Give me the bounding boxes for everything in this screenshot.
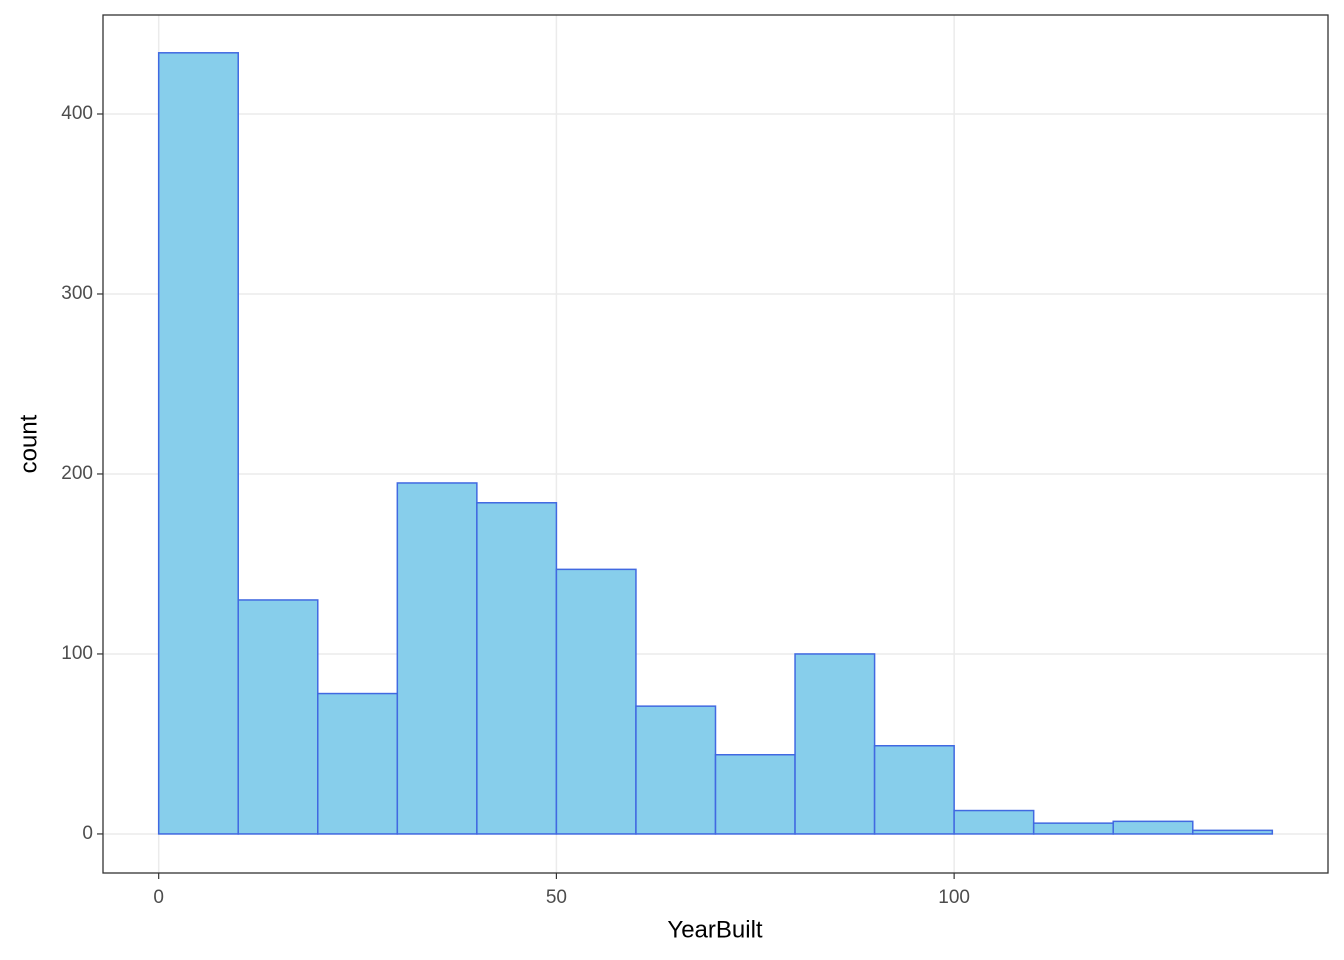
y-tick-label: 300 bbox=[61, 283, 93, 304]
bar bbox=[476, 502, 558, 835]
bar bbox=[953, 809, 1035, 835]
panel-border bbox=[102, 14, 1329, 874]
bar bbox=[1192, 829, 1274, 835]
x-tick-label: 50 bbox=[546, 887, 567, 908]
bar bbox=[157, 52, 239, 835]
y-tick-label: 100 bbox=[61, 643, 93, 664]
bar bbox=[396, 482, 478, 835]
y-tick-label: 0 bbox=[82, 823, 93, 844]
bar bbox=[1032, 822, 1114, 835]
x-axis-title: YearBuilt bbox=[667, 916, 763, 943]
x-tick-label: 100 bbox=[938, 887, 970, 908]
y-tick-label: 200 bbox=[61, 463, 93, 484]
bar bbox=[317, 692, 399, 835]
bar bbox=[635, 705, 717, 835]
bar bbox=[555, 568, 637, 835]
bar bbox=[794, 653, 876, 835]
bar bbox=[873, 744, 955, 835]
bar bbox=[714, 753, 796, 835]
bar bbox=[237, 599, 319, 835]
y-tick-label: 400 bbox=[61, 103, 93, 124]
bar bbox=[1112, 820, 1194, 835]
y-axis-title: count bbox=[15, 414, 42, 473]
x-tick-label: 0 bbox=[153, 887, 164, 908]
